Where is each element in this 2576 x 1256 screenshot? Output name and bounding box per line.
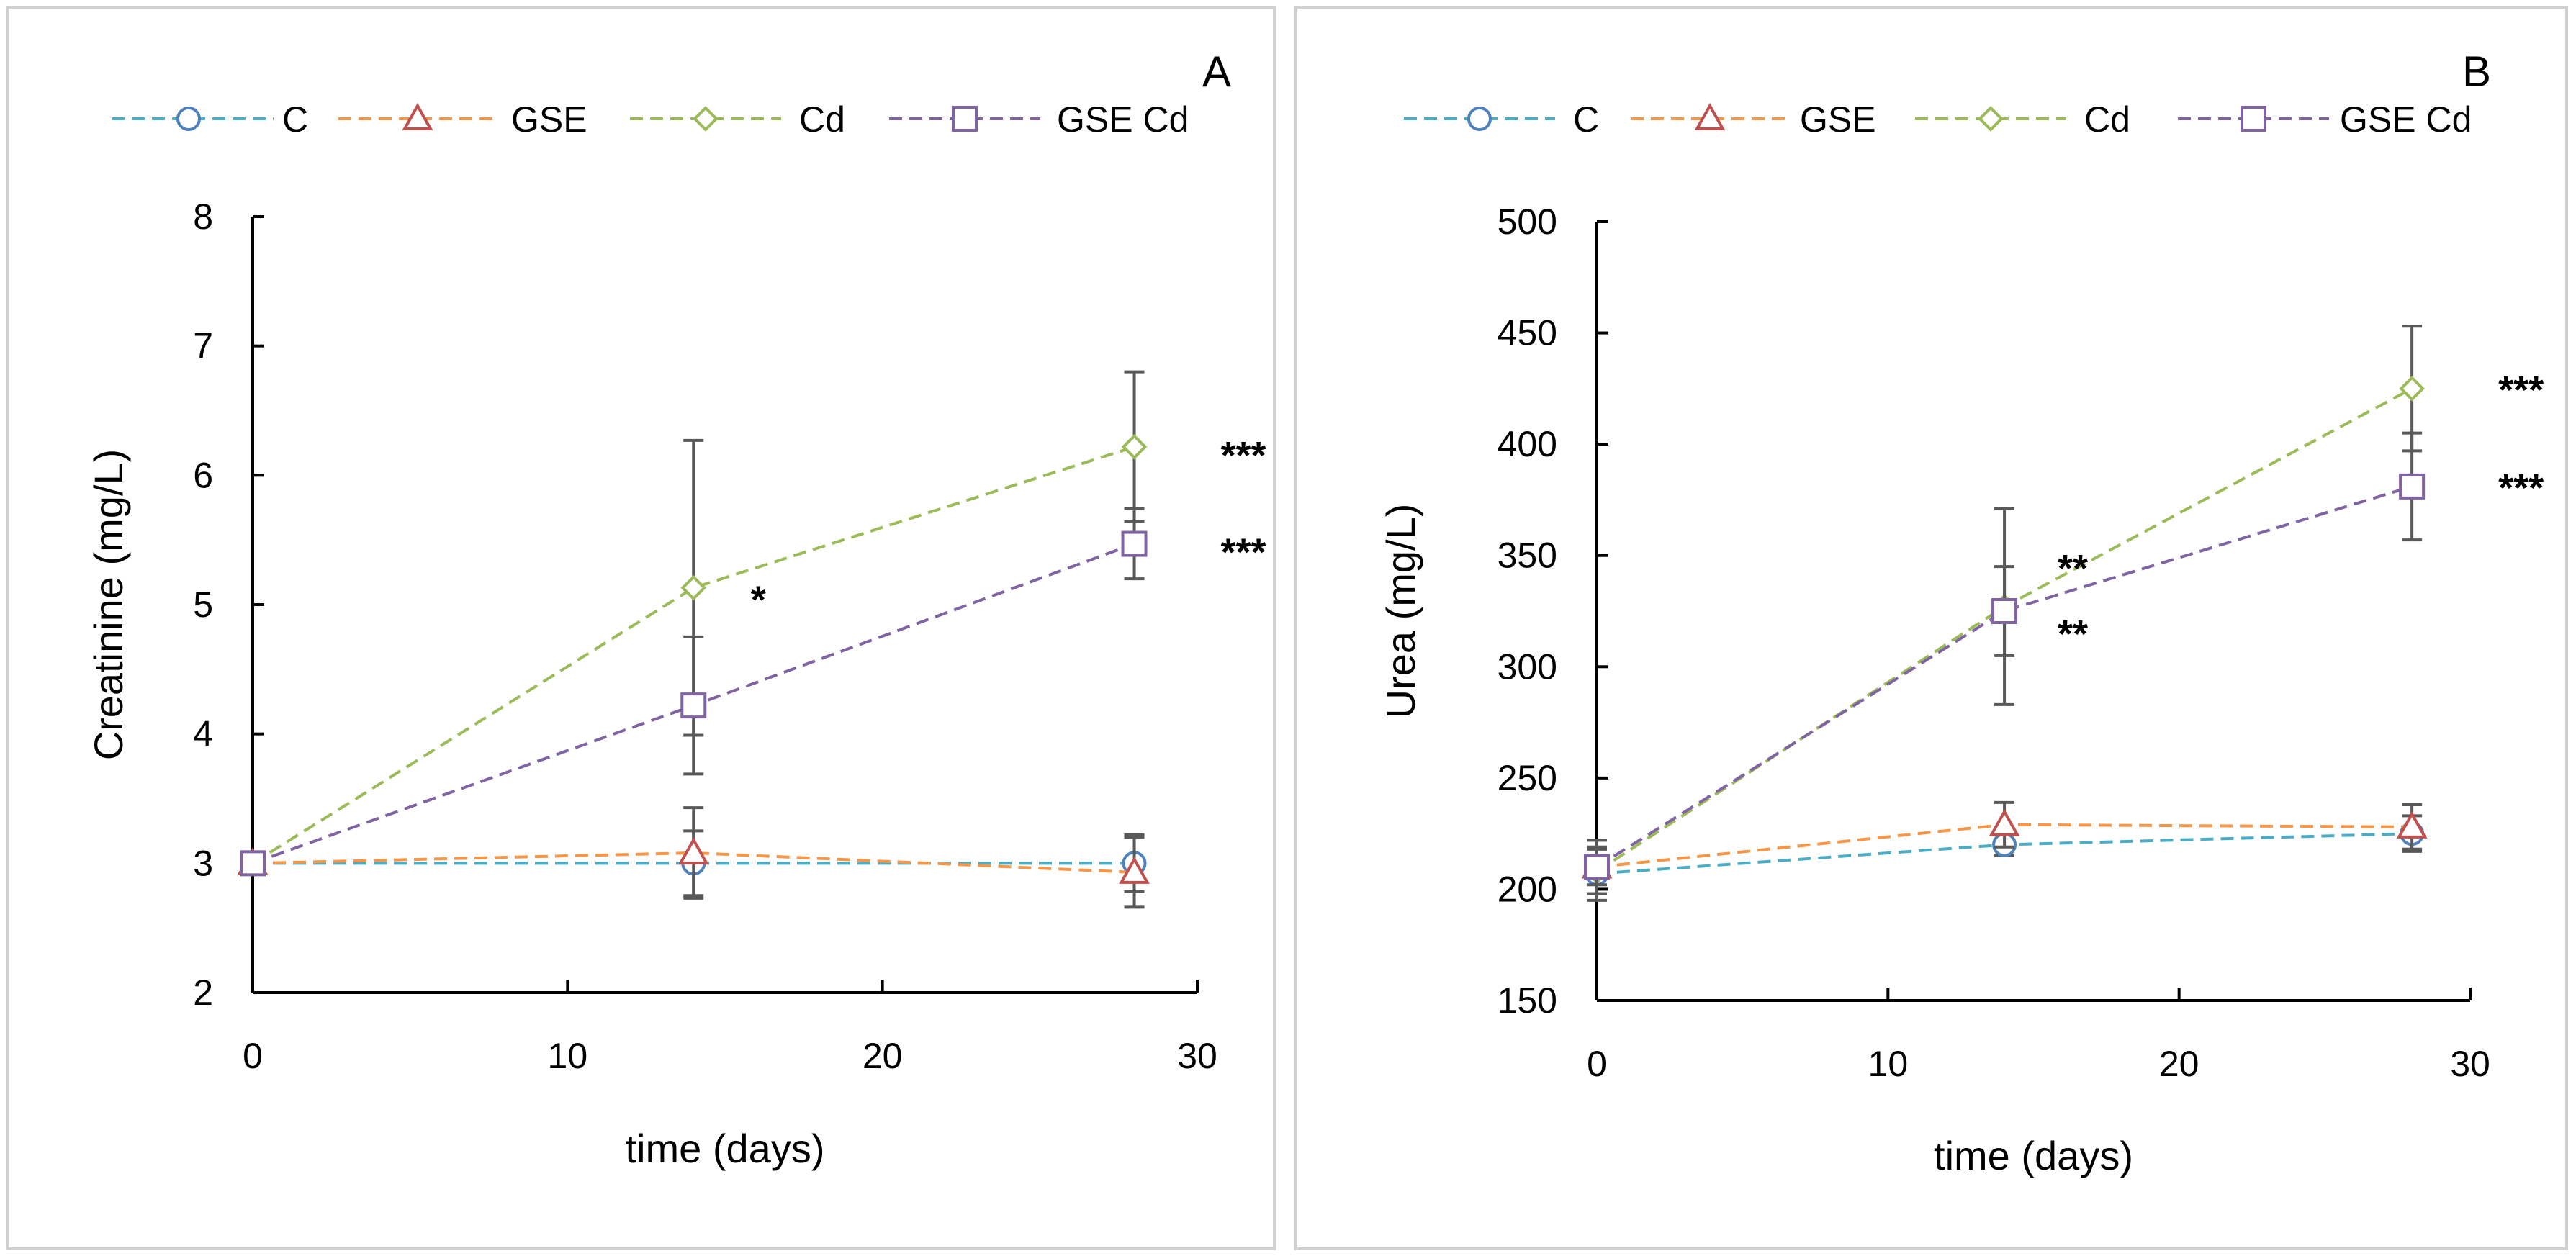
legend-label: GSE Cd [2340, 99, 2472, 140]
data-point [680, 692, 707, 719]
y-tick-label: 350 [1498, 536, 1557, 576]
x-axis-title: time (days) [1934, 1133, 2133, 1178]
legend-label: C [1573, 99, 1599, 140]
legend-item-gse: GSE [1631, 99, 1876, 140]
legend-item-gse: GSE [338, 99, 587, 140]
data-point [2399, 473, 2426, 500]
data-point [1584, 854, 1610, 880]
legend-marker-square-icon [952, 106, 978, 132]
panel-label: B [2462, 48, 2491, 96]
y-tick-label: 2 [193, 972, 213, 1013]
data-point [1991, 598, 2018, 624]
significance-label: ** [2058, 613, 2088, 656]
significance-label: *** [2498, 466, 2544, 510]
series-gse-cd: *** [240, 507, 1266, 877]
x-tick-label: 0 [1587, 1044, 1607, 1084]
x-tick-label: 20 [863, 1036, 903, 1076]
series-line [252, 851, 1135, 874]
y-tick-label: 7 [193, 326, 213, 366]
data-point [1119, 856, 1150, 884]
legend-label: Cd [2084, 99, 2130, 140]
y-tick-label: 400 [1498, 424, 1557, 464]
legend-label: GSE [1800, 99, 1876, 140]
significance-label: * [751, 579, 766, 622]
legend-marker-diamond-icon [1978, 106, 2004, 132]
data-point [677, 836, 709, 864]
y-tick-label: 8 [193, 196, 213, 237]
y-tick-label: 5 [193, 584, 213, 625]
legend-item-cd: Cd [630, 99, 845, 140]
x-tick-label: 20 [2159, 1044, 2199, 1084]
significance-label: *** [1221, 434, 1266, 477]
data-point [1121, 433, 1148, 460]
significance-label: ** [2058, 547, 2088, 590]
significance-label: *** [2498, 369, 2544, 412]
series-gse [1581, 800, 2428, 887]
legend-item-c: C [1404, 99, 1599, 140]
legend-label: GSE [511, 99, 587, 140]
data-point [2399, 376, 2425, 402]
x-tick-label: 30 [1177, 1036, 1217, 1076]
legend-item-c: C [112, 99, 308, 140]
y-tick-label: 3 [193, 843, 213, 883]
legend-label: C [282, 99, 308, 140]
y-tick-label: 150 [1498, 980, 1557, 1021]
y-tick-label: 500 [1498, 202, 1557, 242]
legend-marker-circle-icon [1467, 107, 1492, 131]
x-tick-label: 0 [243, 1036, 263, 1076]
legend-marker-square-icon [2241, 106, 2266, 132]
legend-item-gse-cd: GSE Cd [2178, 99, 2472, 140]
legend-item-cd: Cd [1915, 99, 2130, 140]
data-point [1989, 808, 2020, 836]
legend-marker-triangle-icon [402, 102, 433, 130]
y-tick-label: 300 [1498, 646, 1557, 687]
x-tick-label: 30 [2450, 1044, 2490, 1084]
legend-item-gse-cd: GSE Cd [889, 99, 1189, 140]
legend-marker-diamond-icon [693, 106, 719, 132]
y-tick-label: 450 [1498, 313, 1557, 353]
y-tick-label: 250 [1498, 758, 1557, 798]
data-point [1121, 530, 1148, 557]
chart-panel-a: 2 3 4 5 6 7 8 0 10 20 30 Creatinine (mg/L) time (day… [6, 6, 1276, 1250]
panel-label: A [1202, 48, 1231, 96]
series-gse [237, 806, 1150, 909]
series-cd: ***** [1584, 325, 2544, 895]
y-tick-label: 6 [193, 455, 213, 495]
x-tick-label: 10 [1868, 1044, 1909, 1084]
series-line [251, 445, 1135, 865]
data-point [680, 574, 707, 601]
y-tick-label: 4 [193, 714, 213, 754]
y-axis-title: Urea (mg/L) [1378, 504, 1423, 719]
x-tick-label: 10 [548, 1036, 588, 1076]
legend-label: Cd [799, 99, 845, 140]
panel-border [1294, 6, 2568, 1250]
legend-label: GSE Cd [1057, 99, 1189, 140]
data-point [240, 850, 266, 877]
data-point [2396, 810, 2428, 839]
legend-marker-circle-icon [176, 107, 201, 131]
x-axis-title: time (days) [626, 1126, 825, 1171]
panel-border [6, 6, 1276, 1250]
chart-panel-b: 150 200 250 300 350 400 450 500 0 10 20 30 Urea (mg/… [1294, 6, 2568, 1250]
series-gse-cd: ***** [1584, 431, 2544, 895]
series-cd: **** [240, 370, 1266, 877]
significance-label: *** [1221, 531, 1266, 574]
y-axis-title: Creatinine (mg/L) [86, 449, 131, 761]
y-tick-label: 200 [1498, 869, 1557, 909]
legend-marker-triangle-icon [1694, 102, 1726, 130]
